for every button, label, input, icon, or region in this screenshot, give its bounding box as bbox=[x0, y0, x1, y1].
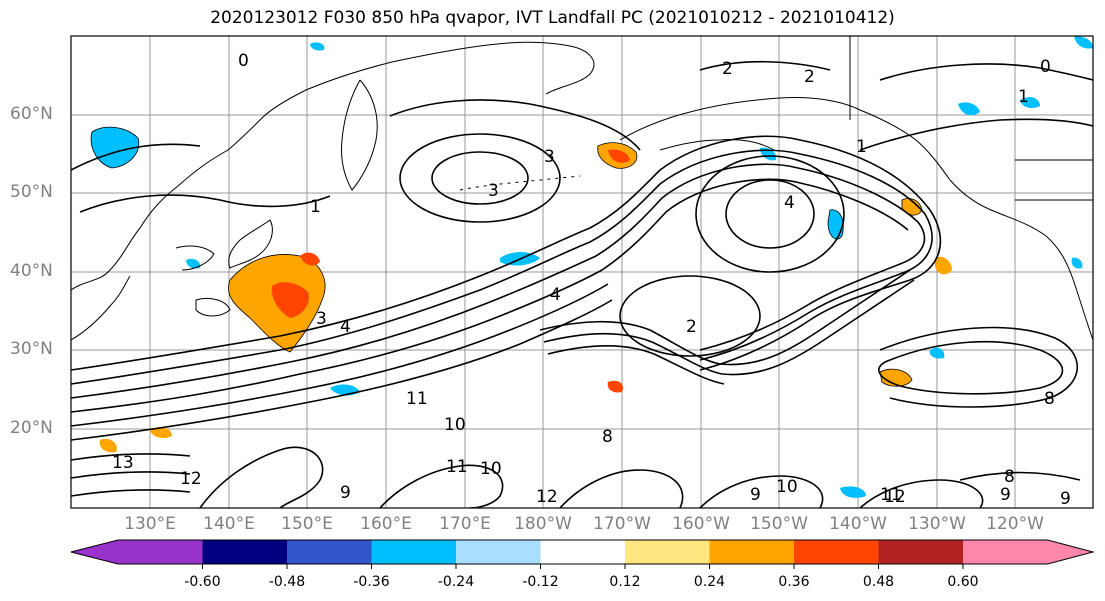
graticule bbox=[71, 36, 1093, 508]
lon-label: 180°W bbox=[514, 514, 572, 534]
contour-label: 9 bbox=[1000, 485, 1011, 505]
contour-label: 2 bbox=[686, 317, 697, 337]
colorbar-segment bbox=[287, 540, 372, 564]
borders bbox=[849, 36, 1093, 201]
contour-label: 12 bbox=[536, 487, 558, 507]
colorbar-tick-label: 0.48 bbox=[862, 574, 895, 590]
contour-label: 9 bbox=[340, 483, 351, 503]
contour-label: 1 bbox=[1018, 87, 1029, 107]
lon-label: 140°W bbox=[829, 514, 887, 534]
lon-label: 150°W bbox=[750, 514, 808, 534]
colorbar-tick-label: -0.12 bbox=[522, 574, 559, 590]
contour-label: 3 bbox=[316, 309, 327, 329]
colorbar bbox=[70, 539, 1095, 569]
contour-label: 10 bbox=[480, 459, 502, 479]
lon-label: 120°W bbox=[986, 514, 1044, 534]
contour-label: 3 bbox=[488, 181, 499, 201]
lat-label: 20°N bbox=[10, 418, 53, 438]
contour-label: 8 bbox=[1004, 467, 1015, 487]
colorbar-segment bbox=[709, 540, 794, 564]
contour-label: 1 bbox=[856, 137, 867, 157]
map-frame bbox=[70, 35, 1094, 509]
lon-label: 130°E bbox=[124, 514, 176, 534]
coastlines bbox=[71, 41, 1093, 341]
contour-label: 0 bbox=[1040, 57, 1051, 77]
contour-label: 8 bbox=[602, 427, 613, 447]
colorbar-segment bbox=[118, 540, 203, 564]
lon-label: 160°E bbox=[360, 514, 412, 534]
colorbar-segment bbox=[878, 540, 963, 564]
colorbar-tick-label: 0.60 bbox=[947, 574, 979, 590]
lat-label: 30°N bbox=[10, 339, 53, 359]
colorbar-tick-label: 0.24 bbox=[693, 574, 726, 590]
lon-label: 150°E bbox=[281, 514, 333, 534]
colorbar-segment bbox=[625, 540, 710, 564]
contour-label-group: 0 1 2 3 4 2 3 4 1 2 3 4 1 0 8 9 10 11 12… bbox=[112, 51, 1071, 509]
contour-label: 10 bbox=[444, 415, 466, 435]
lat-label: 60°N bbox=[10, 104, 53, 124]
contour-label: 9 bbox=[750, 485, 761, 505]
colorbar-tick-label: -0.24 bbox=[437, 574, 475, 590]
contour-label: 2 bbox=[722, 59, 733, 79]
lon-label: 170°E bbox=[439, 514, 491, 534]
moisture-anomaly-fill bbox=[90, 36, 1093, 498]
contour-label: 13 bbox=[112, 453, 134, 473]
contour-label: 0 bbox=[238, 51, 249, 71]
colorbar-segment bbox=[794, 540, 879, 564]
colorbar-segment bbox=[371, 540, 456, 564]
colorbar-outline bbox=[70, 539, 1095, 565]
contour-label: 2 bbox=[804, 67, 815, 87]
lat-label: 40°N bbox=[10, 261, 53, 281]
colorbar-low-extend bbox=[71, 540, 118, 564]
colorbar-high-extend bbox=[1047, 540, 1093, 564]
colorbar-segment bbox=[963, 540, 1048, 564]
contour-label: 8 bbox=[1044, 389, 1055, 409]
contour-label: 3 bbox=[544, 147, 555, 167]
lat-label: 50°N bbox=[10, 182, 53, 202]
map-title: 2020123012 F030 850 hPa qvapor, IVT Land… bbox=[210, 8, 895, 28]
contour-label: 10 bbox=[776, 477, 798, 497]
contour-label: 1 bbox=[310, 197, 321, 217]
contour-label: 12 bbox=[884, 487, 906, 507]
colorbar-segment bbox=[540, 540, 625, 564]
contour-label: 9 bbox=[1060, 489, 1071, 509]
colorbar-tick-label: -0.36 bbox=[353, 574, 390, 590]
colorbar-tick-label: -0.48 bbox=[268, 574, 306, 590]
ivt-contours bbox=[71, 60, 1093, 508]
contour-label: 11 bbox=[880, 485, 902, 505]
lon-label: 170°W bbox=[593, 514, 651, 534]
contour-label: 4 bbox=[784, 193, 795, 213]
colorbar-segment bbox=[456, 540, 541, 564]
contour-label: 12 bbox=[180, 469, 202, 489]
lon-label: 130°W bbox=[908, 514, 966, 534]
colorbar-tick-label: 0.36 bbox=[778, 574, 810, 590]
contour-label: 4 bbox=[340, 317, 351, 337]
lon-label: 160°W bbox=[672, 514, 730, 534]
colorbar-tick-marks bbox=[202, 564, 964, 569]
colorbar-segment bbox=[202, 540, 287, 564]
colorbar-tick-label: -0.60 bbox=[184, 574, 221, 590]
contour-label: 11 bbox=[406, 389, 428, 409]
contour-label: 11 bbox=[446, 457, 468, 477]
colorbar-tick-label: 0.12 bbox=[609, 574, 641, 590]
contour-label: 4 bbox=[550, 285, 561, 305]
lon-label: 140°E bbox=[203, 514, 255, 534]
